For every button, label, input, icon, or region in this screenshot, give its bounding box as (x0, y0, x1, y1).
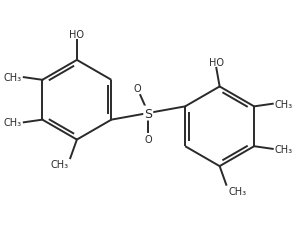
Text: CH₃: CH₃ (4, 73, 22, 83)
Text: O: O (144, 134, 152, 144)
Text: CH₃: CH₃ (275, 99, 293, 109)
Text: HO: HO (69, 30, 84, 40)
Text: CH₃: CH₃ (275, 144, 293, 154)
Text: O: O (134, 84, 141, 94)
Text: CH₃: CH₃ (50, 160, 68, 170)
Text: S: S (144, 107, 152, 120)
Text: CH₃: CH₃ (4, 118, 22, 128)
Text: HO: HO (209, 57, 224, 67)
Text: CH₃: CH₃ (228, 186, 246, 196)
